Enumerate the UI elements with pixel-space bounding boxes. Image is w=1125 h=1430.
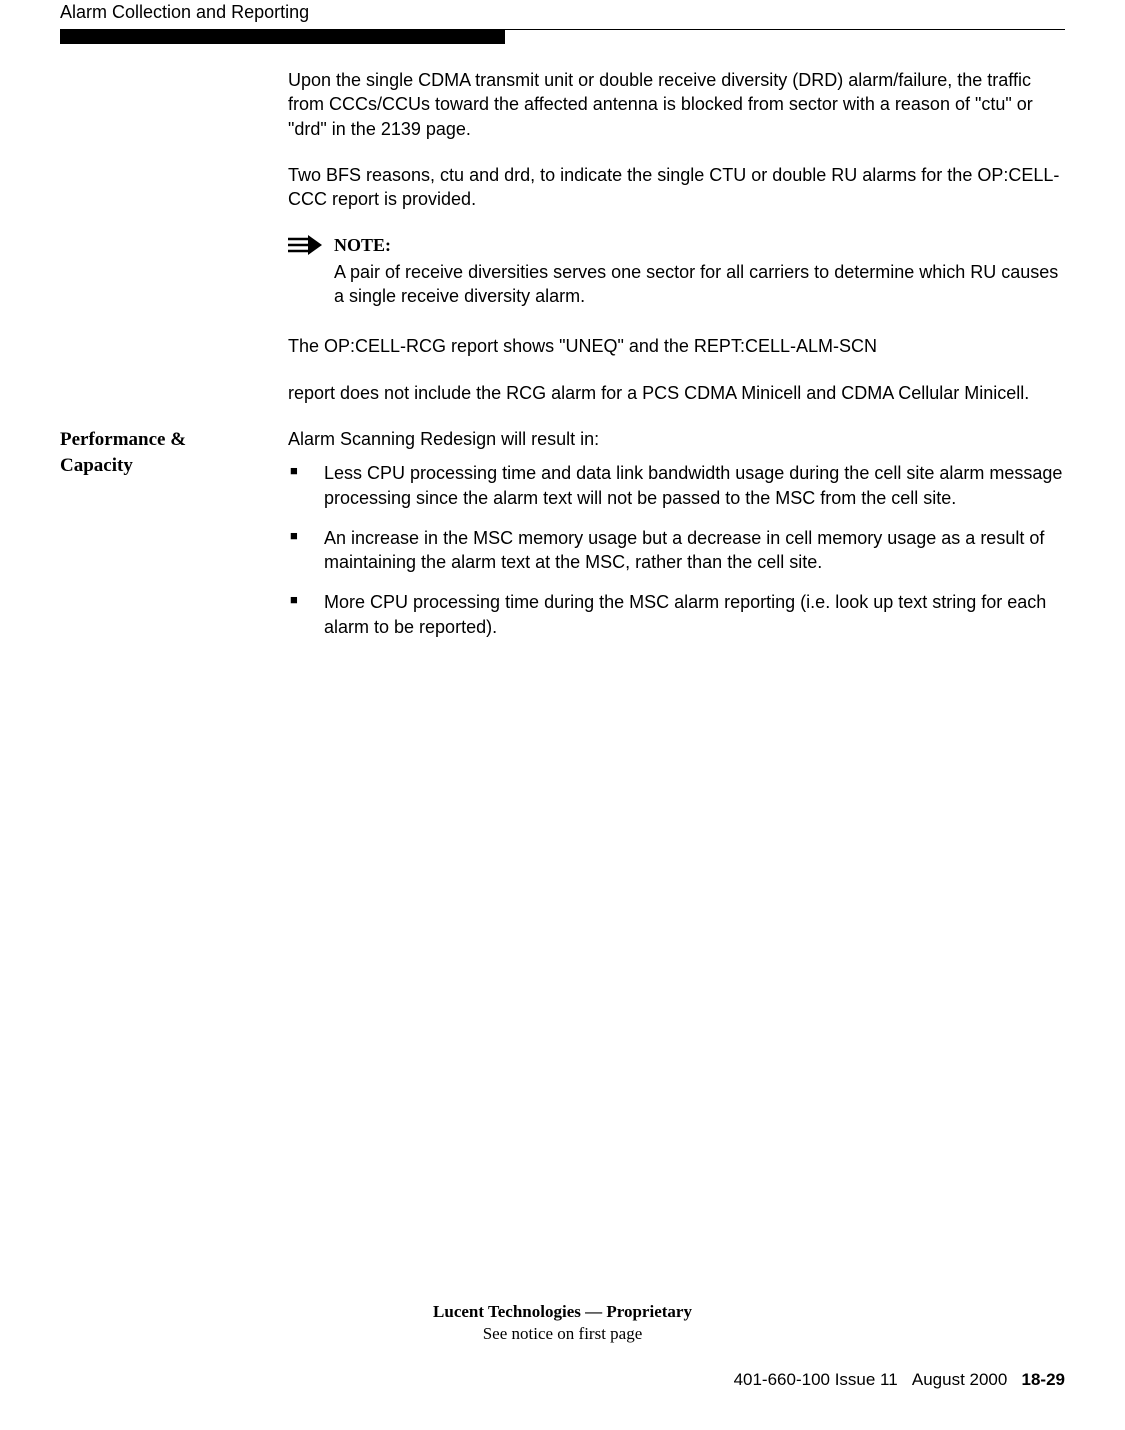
section-block: Performance & Capacity Alarm Scanning Re… (60, 427, 1065, 655)
footer-notice: See notice on first page (60, 1324, 1065, 1344)
bullet-list: Less CPU processing time and data link b… (288, 461, 1065, 639)
note-body: A pair of receive diversities serves one… (334, 262, 1058, 306)
footer-pageline: 401-660-100 Issue 11 August 2000 18-29 (60, 1370, 1065, 1390)
note-label: NOTE: (334, 233, 1065, 257)
note-arrow-icon (288, 235, 322, 255)
list-item: More CPU processing time during the MSC … (324, 590, 1065, 639)
main-column: Upon the single CDMA transmit unit or do… (288, 68, 1065, 427)
footer-date: August 2000 (912, 1370, 1007, 1389)
paragraph: Two BFS reasons, ctu and drd, to indicat… (288, 163, 1065, 212)
paragraph: Upon the single CDMA transmit unit or do… (288, 68, 1065, 141)
running-header: Alarm Collection and Reporting (60, 0, 1065, 29)
footer-doc-id: 401-660-100 Issue 11 (734, 1370, 898, 1389)
note-block: NOTE: A pair of receive diversities serv… (288, 233, 1065, 308)
content-area: Upon the single CDMA transmit unit or do… (60, 68, 1065, 427)
section-main: Alarm Scanning Redesign will result in: … (288, 427, 1065, 655)
sidebar-margin (60, 68, 260, 427)
page-footer: Lucent Technologies — Proprietary See no… (60, 1302, 1065, 1390)
footer-page-number: 18-29 (1022, 1370, 1065, 1389)
section-intro: Alarm Scanning Redesign will result in: (288, 427, 1065, 451)
paragraph: The OP:CELL-RCG report shows "UNEQ" and … (288, 334, 1065, 358)
list-item: Less CPU processing time and data link b… (324, 461, 1065, 510)
list-item: An increase in the MSC memory usage but … (324, 526, 1065, 575)
header-thick-bar (60, 30, 505, 44)
section-sidebar: Performance & Capacity (60, 427, 260, 655)
section-heading: Performance & Capacity (60, 427, 260, 478)
footer-proprietary: Lucent Technologies — Proprietary (60, 1302, 1065, 1322)
note-text: NOTE: A pair of receive diversities serv… (334, 233, 1065, 308)
paragraph: report does not include the RCG alarm fo… (288, 381, 1065, 405)
